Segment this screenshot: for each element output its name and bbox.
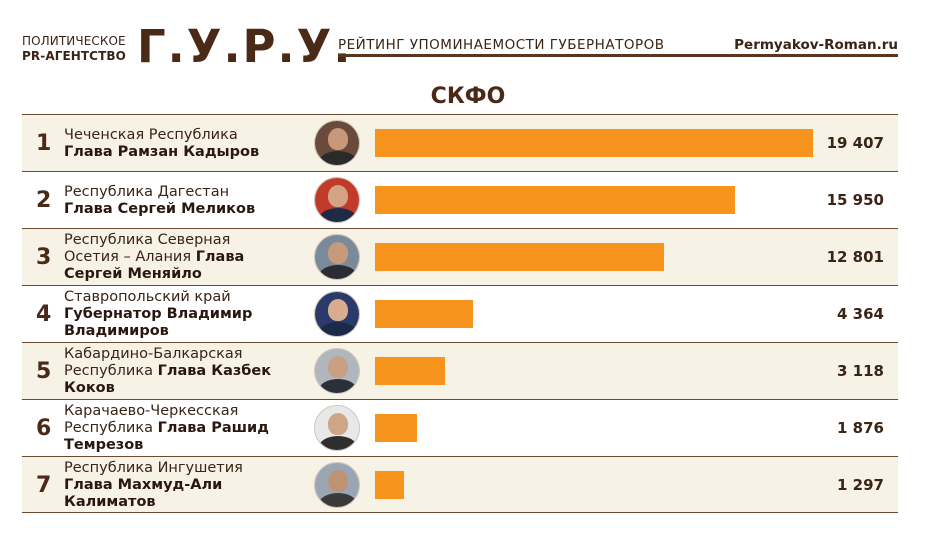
region-name: Кабардино-Балкарская Республика — [64, 346, 243, 379]
region-name: Чеченская Республика — [64, 126, 238, 143]
agency-label-line2: PR-АГЕНТСТВО — [22, 49, 126, 63]
category-label: Карачаево-Черкесская Республика Глава Ра… — [64, 400, 274, 457]
category-label: Чеченская Республика Глава Рамзан Кадыро… — [64, 115, 274, 172]
bar-value-label: 19 407 — [826, 134, 884, 152]
table-row: 5 Кабардино-Балкарская Республика Глава К… — [22, 342, 898, 399]
region-name: Республика Северная Осетия – Алания — [64, 232, 231, 265]
bar-value-label: 3 118 — [837, 362, 884, 380]
bar — [375, 129, 813, 157]
table-row: 6 Карачаево-Черкесская Республика Глава Р… — [22, 399, 898, 456]
rank-number: 5 — [36, 359, 52, 384]
ranking-chart: 1 Чеченская Республика Глава Рамзан Кадыр… — [22, 114, 898, 513]
bar — [375, 414, 417, 442]
governor-name: Глава Рамзан Кадыров — [64, 143, 260, 160]
region-title: СКФО — [430, 84, 506, 109]
governor-portrait-icon — [314, 120, 360, 166]
agency-label-line1: ПОЛИТИЧЕСКОЕ — [22, 34, 126, 48]
category-label: Республика Северная Осетия – Алания Глав… — [64, 229, 274, 286]
table-row: 1 Чеченская Республика Глава Рамзан Кадыр… — [22, 114, 898, 171]
governor-name: Губернатор Владимир Владимиров — [64, 306, 253, 339]
governor-name: Глава Сергей Меняйло — [64, 249, 245, 282]
bar-value-label: 1 876 — [837, 419, 884, 437]
region-name: Ставропольский край — [64, 289, 231, 305]
governor-name: Глава Рашид Темрезов — [64, 420, 269, 453]
region-name: Карачаево-Черкесская Республика — [64, 403, 239, 436]
rank-number: 3 — [36, 245, 52, 270]
region-name: Республика Дагестан — [64, 183, 230, 200]
category-label: Ставропольский край Губернатор Владимир … — [64, 286, 274, 343]
governor-name: Глава Казбек Коков — [64, 363, 272, 396]
governor-portrait-icon — [314, 462, 360, 508]
governor-portrait-icon — [314, 234, 360, 280]
category-label: Республика Ингушетия Глава Махмуд-Али Ка… — [64, 457, 274, 514]
governor-portrait-icon — [314, 177, 360, 223]
governor-portrait-icon — [314, 348, 360, 394]
region-name: Республика Ингушетия — [64, 460, 243, 476]
bar-value-label: 4 364 — [837, 305, 884, 323]
rank-number: 7 — [36, 473, 52, 498]
bar — [375, 243, 664, 271]
table-row: 3 Республика Северная Осетия – Алания Гла… — [22, 228, 898, 285]
governor-portrait-icon — [314, 405, 360, 451]
rank-number: 1 — [36, 131, 52, 156]
governor-name: Глава Махмуд-Али Калиматов — [64, 477, 223, 510]
rank-number: 2 — [36, 188, 52, 213]
table-row: 2 Республика Дагестан Глава Сергей Мелико… — [22, 171, 898, 228]
category-label: Республика Дагестан Глава Сергей Меликов — [64, 172, 274, 229]
table-row: 4 Ставропольский край Губернатор Владимир… — [22, 285, 898, 342]
guru-logo: Г.У.Р.У. — [137, 20, 353, 73]
rank-number: 6 — [36, 416, 52, 441]
bar — [375, 357, 445, 385]
site-link[interactable]: Permyakov-Roman.ru — [734, 37, 898, 53]
rank-number: 4 — [36, 302, 52, 327]
rating-title: РЕЙТИНГ УПОМИНАЕМОСТИ ГУБЕРНАТОРОВ — [338, 37, 665, 53]
governor-name: Глава Сергей Меликов — [64, 200, 256, 217]
bar-value-label: 12 801 — [826, 248, 884, 266]
bar — [375, 300, 473, 328]
header-divider — [338, 54, 898, 57]
governor-portrait-icon — [314, 291, 360, 337]
bar — [375, 186, 735, 214]
bar-value-label: 1 297 — [837, 476, 884, 494]
table-row: 7 Республика Ингушетия Глава Махмуд-Али К… — [22, 456, 898, 513]
category-label: Кабардино-Балкарская Республика Глава Ка… — [64, 343, 274, 400]
bar — [375, 471, 404, 499]
agency-label: ПОЛИТИЧЕСКОЕ PR-АГЕНТСТВО — [22, 34, 126, 64]
bar-value-label: 15 950 — [826, 191, 884, 209]
